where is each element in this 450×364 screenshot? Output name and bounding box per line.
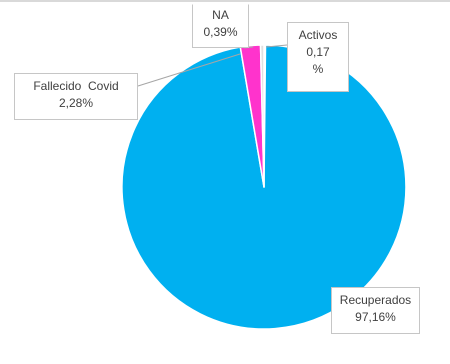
data-label-fallecido-covid-value: 2,28% (58, 96, 94, 110)
data-label-activos-name: Activos (298, 28, 338, 42)
data-label-recuperados-name: Recuperados (339, 293, 412, 307)
data-label-na-value: 0,39% (203, 25, 238, 39)
data-label-fallecido-covid-name: Fallecido Covid (33, 79, 119, 93)
leader-line-activos (265, 44, 288, 48)
data-label-activos-unit: % (312, 62, 324, 76)
data-label-activos: Activos 0,17 % (287, 22, 349, 92)
data-label-na-name: NA (212, 8, 229, 22)
pie-slice-na (259, 44, 265, 188)
data-label-recuperados-value: 97,16% (355, 310, 396, 324)
data-label-fallecido-covid: Fallecido Covid 2,28% (14, 73, 138, 120)
chart-area-border (0, 0, 450, 2)
data-label-na: NA 0,39% (192, 4, 249, 48)
leader-line-fallecido (137, 53, 241, 87)
data-label-recuperados: Recuperados 97,16% (331, 287, 420, 334)
pie-slices (121, 44, 407, 330)
data-label-activos-value: 0,17 (306, 45, 330, 59)
